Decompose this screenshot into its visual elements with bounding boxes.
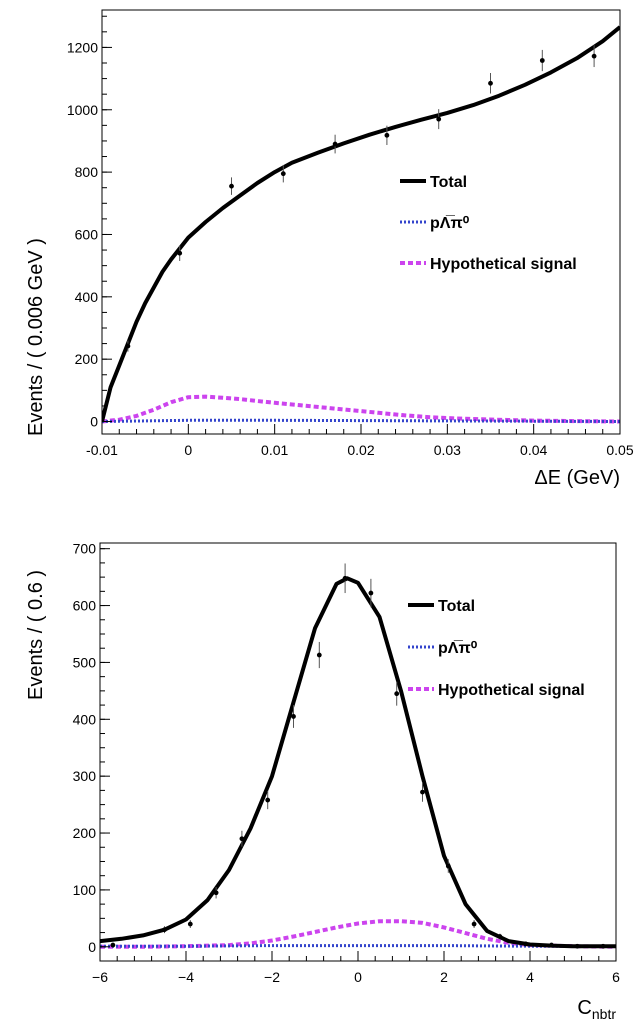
data-point bbox=[187, 921, 193, 927]
data-point bbox=[291, 714, 296, 719]
data-point bbox=[342, 575, 348, 581]
x-tick-label: 0.04 bbox=[520, 442, 547, 458]
legend-label: pΛ̅π⁰ bbox=[430, 214, 470, 232]
chart-bottom: −6 −4 −2 0 2 4 6 0 100 200 300 400 500 600 700 Events… bbox=[25, 541, 620, 1022]
series-curve-signal bbox=[102, 394, 620, 424]
y-tick-label: 100 bbox=[73, 882, 97, 898]
data-point bbox=[471, 921, 477, 927]
x-tick-label: 4 bbox=[526, 969, 534, 985]
x-axis-ticks-top: -0.01 0 0.01 0.02 0.03 0.04 0.05 bbox=[86, 424, 634, 458]
curves-top bbox=[102, 25, 620, 424]
data-point bbox=[539, 58, 545, 63]
y-axis-title-bottom: Events / ( 0.6 ) bbox=[25, 570, 47, 700]
legend-label: Total bbox=[438, 598, 475, 615]
y-tick-label: 1000 bbox=[67, 102, 98, 118]
x-tick-label: −4 bbox=[178, 969, 194, 985]
data-point bbox=[394, 691, 400, 697]
y-tick-label: 400 bbox=[75, 289, 99, 305]
x-tick-label: 0.02 bbox=[347, 442, 374, 458]
x-tick-label: 0 bbox=[184, 442, 192, 458]
data-point bbox=[574, 943, 580, 949]
legend-label: Hypothetical signal bbox=[430, 256, 577, 273]
legend-bottom: Total pΛ̅π⁰ Hypothetical signal bbox=[408, 598, 585, 699]
y-tick-label: 200 bbox=[73, 825, 97, 841]
x-tick-label: 2 bbox=[440, 969, 448, 985]
legend-top: Total pΛ̅π⁰ Hypothetical signal bbox=[400, 174, 577, 273]
data-point bbox=[213, 890, 219, 896]
data-point bbox=[177, 250, 183, 256]
x-tick-label: 0 bbox=[354, 969, 362, 985]
x-tick-label: -0.01 bbox=[86, 442, 118, 458]
y-tick-label: 200 bbox=[75, 351, 99, 367]
y-tick-label: 0 bbox=[88, 939, 96, 955]
y-tick-label: 1200 bbox=[67, 39, 98, 55]
data-point bbox=[436, 116, 442, 122]
data-point bbox=[591, 53, 597, 59]
data-point bbox=[488, 80, 493, 86]
data-point bbox=[162, 927, 167, 933]
plot-frame-top bbox=[101, 9, 621, 435]
y-axis-ticks-bottom: 0 100 200 300 400 500 600 700 bbox=[73, 541, 110, 962]
x-tick-label: 0.05 bbox=[606, 442, 633, 458]
data-point bbox=[523, 941, 529, 947]
y-tick-label: 0 bbox=[90, 414, 98, 430]
series-curve-background bbox=[100, 944, 616, 948]
data-point bbox=[280, 171, 286, 177]
data-point bbox=[110, 942, 116, 948]
series-curve-total bbox=[102, 25, 620, 422]
data-point bbox=[265, 797, 271, 803]
data-point bbox=[445, 863, 451, 869]
data-points-top bbox=[125, 45, 597, 352]
x-axis-title-top: ΔE (GeV) bbox=[534, 467, 620, 489]
data-point bbox=[420, 789, 425, 795]
y-tick-label: 700 bbox=[73, 541, 97, 557]
y-tick-label: 500 bbox=[73, 654, 97, 670]
data-point bbox=[384, 132, 390, 138]
legend-label: Hypothetical signal bbox=[438, 682, 585, 699]
series-curve-total bbox=[100, 576, 616, 949]
x-axis-title-main: C bbox=[577, 997, 591, 1019]
x-tick-label: −2 bbox=[264, 969, 280, 985]
x-axis-title-subscript: nbtr bbox=[592, 1006, 616, 1022]
series-curve-background bbox=[102, 418, 620, 423]
y-tick-label: 300 bbox=[73, 768, 97, 784]
data-point bbox=[332, 141, 338, 147]
y-axis-title-top: Events / ( 0.006 GeV ) bbox=[25, 238, 47, 436]
data-points-bottom bbox=[110, 563, 606, 949]
data-point bbox=[316, 652, 322, 658]
x-tick-label: −6 bbox=[92, 969, 108, 985]
x-tick-label: 0.01 bbox=[261, 442, 288, 458]
x-tick-label: 0.03 bbox=[434, 442, 461, 458]
chart-top: -0.01 0 0.01 0.02 0.03 0.04 0.05 0 200 400 600 800… bbox=[25, 9, 634, 489]
curves-bottom bbox=[100, 576, 616, 949]
data-point bbox=[368, 590, 374, 596]
data-point bbox=[229, 183, 234, 189]
y-tick-label: 600 bbox=[75, 226, 99, 242]
y-axis-ticks-top: 0 200 400 600 800 1000 1200 bbox=[67, 15, 112, 430]
data-point bbox=[600, 943, 606, 949]
y-tick-label: 800 bbox=[75, 164, 99, 180]
plot-frame-bottom bbox=[99, 542, 617, 962]
data-point bbox=[125, 343, 131, 349]
legend-label: pΛ̅π⁰ bbox=[438, 639, 478, 657]
x-axis-title-bottom: Cnbtr bbox=[577, 997, 616, 1022]
x-tick-label: 6 bbox=[612, 969, 620, 985]
legend-label: Total bbox=[430, 174, 467, 191]
y-tick-label: 600 bbox=[73, 598, 97, 614]
data-point bbox=[549, 942, 554, 948]
x-axis-ticks-bottom: −6 −4 −2 0 2 4 6 bbox=[92, 951, 620, 985]
data-point bbox=[497, 934, 503, 939]
data-point bbox=[239, 836, 245, 842]
y-tick-label: 400 bbox=[73, 711, 97, 727]
